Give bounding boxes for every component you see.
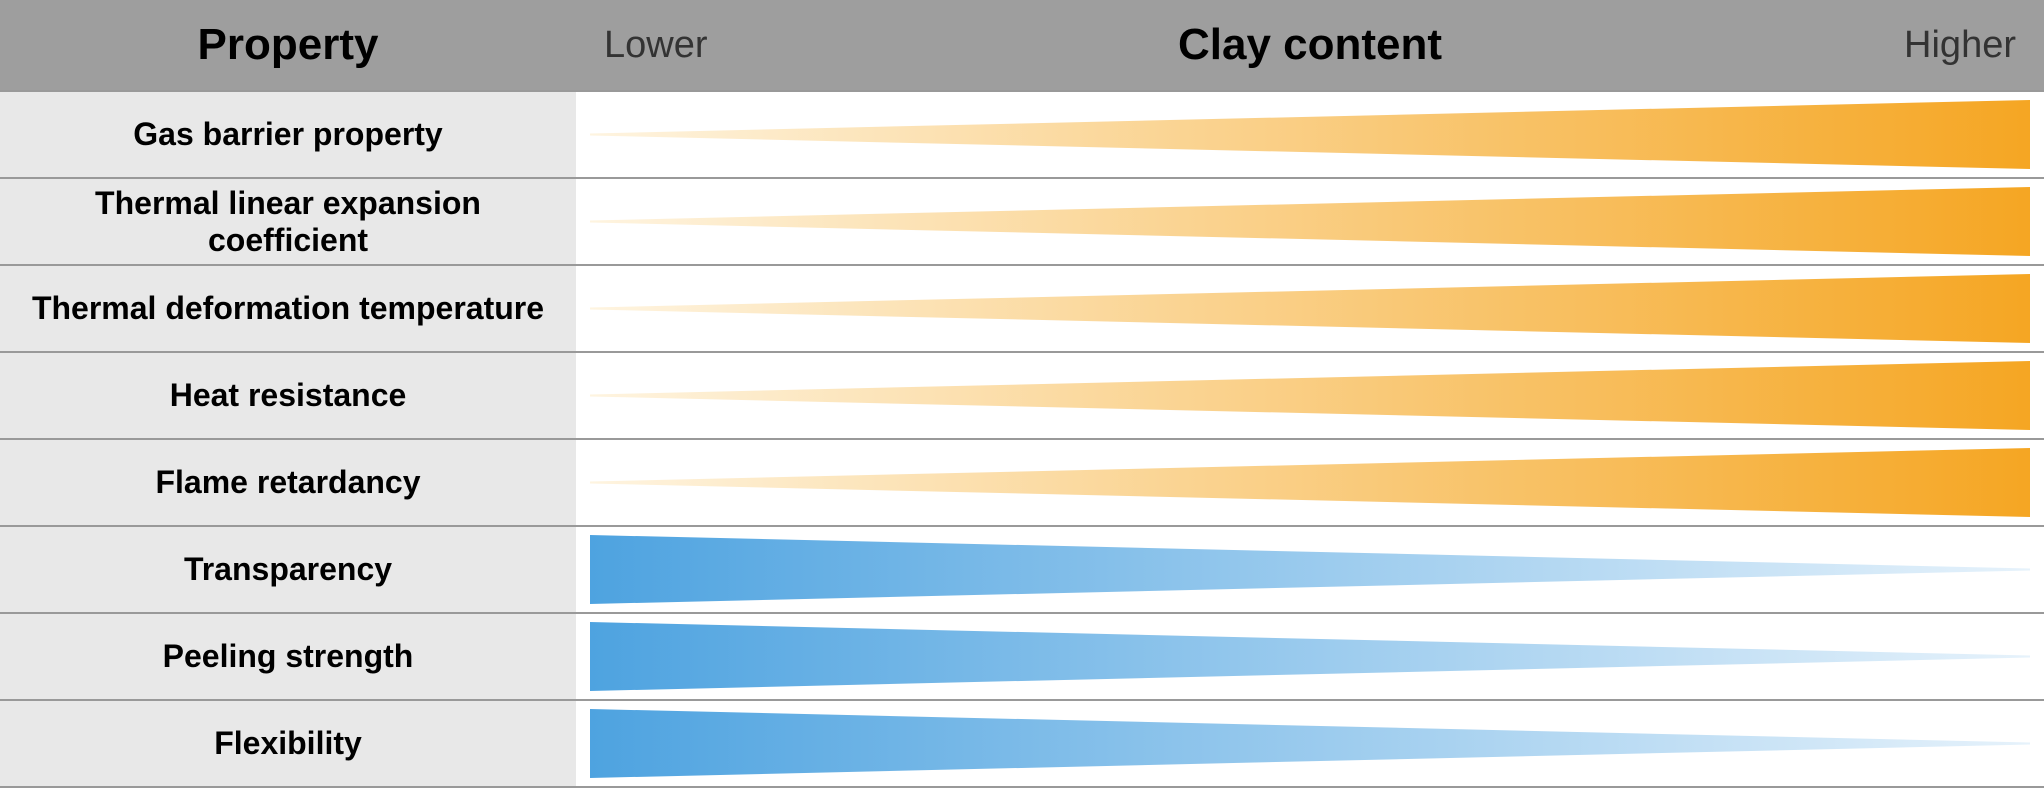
table-row: Flame retardancy	[0, 440, 2044, 527]
table-row: Heat resistance	[0, 353, 2044, 440]
property-label-cell: Transparency	[0, 527, 576, 612]
wedge-icon	[590, 274, 2030, 343]
table-row: Gas barrier property	[0, 92, 2044, 179]
property-label: Flame retardancy	[155, 464, 420, 501]
wedge-cell	[576, 701, 2044, 786]
wedge-icon	[590, 448, 2030, 517]
wedge-icon	[590, 100, 2030, 169]
property-label: Heat resistance	[170, 377, 407, 414]
header-scale-cell: Lower Clay content Higher	[576, 0, 2044, 90]
wedge-icon	[590, 535, 2030, 604]
property-label: Gas barrier property	[133, 116, 442, 153]
property-label-cell: Thermal deformation temperature	[0, 266, 576, 351]
table-row: Thermal linear expansion coefficient	[0, 179, 2044, 266]
wedge-cell	[576, 440, 2044, 525]
header-property-cell: Property	[0, 0, 576, 90]
table-row: Transparency	[0, 527, 2044, 614]
table-body: Gas barrier property Thermal linear expan…	[0, 92, 2044, 788]
property-label-cell: Flame retardancy	[0, 440, 576, 525]
wedge-cell	[576, 92, 2044, 177]
table-row: Peeling strength	[0, 614, 2044, 701]
table-header-row: Property Lower Clay content Higher	[0, 0, 2044, 92]
property-label: Thermal deformation temperature	[32, 290, 544, 327]
property-label-cell: Gas barrier property	[0, 92, 576, 177]
wedge-icon	[590, 622, 2030, 691]
wedge-cell	[576, 266, 2044, 351]
header-property-label: Property	[198, 20, 379, 70]
header-scale-label: Clay content	[1178, 20, 1442, 70]
property-label-cell: Thermal linear expansion coefficient	[0, 179, 576, 264]
table-row: Thermal deformation temperature	[0, 266, 2044, 353]
property-label: Peeling strength	[163, 638, 414, 675]
property-label-cell: Heat resistance	[0, 353, 576, 438]
header-higher-label: Higher	[1904, 24, 2016, 67]
property-label-cell: Flexibility	[0, 701, 576, 786]
wedge-icon	[590, 187, 2030, 256]
wedge-icon	[590, 361, 2030, 430]
property-table: Property Lower Clay content Higher Gas b…	[0, 0, 2044, 788]
wedge-icon	[590, 709, 2030, 778]
property-label-cell: Peeling strength	[0, 614, 576, 699]
property-label: Flexibility	[214, 725, 362, 762]
property-label: Thermal linear expansion coefficient	[20, 185, 556, 259]
wedge-cell	[576, 614, 2044, 699]
wedge-cell	[576, 527, 2044, 612]
table-row: Flexibility	[0, 701, 2044, 788]
property-label: Transparency	[184, 551, 392, 588]
wedge-cell	[576, 179, 2044, 264]
header-lower-label: Lower	[604, 24, 708, 67]
wedge-cell	[576, 353, 2044, 438]
